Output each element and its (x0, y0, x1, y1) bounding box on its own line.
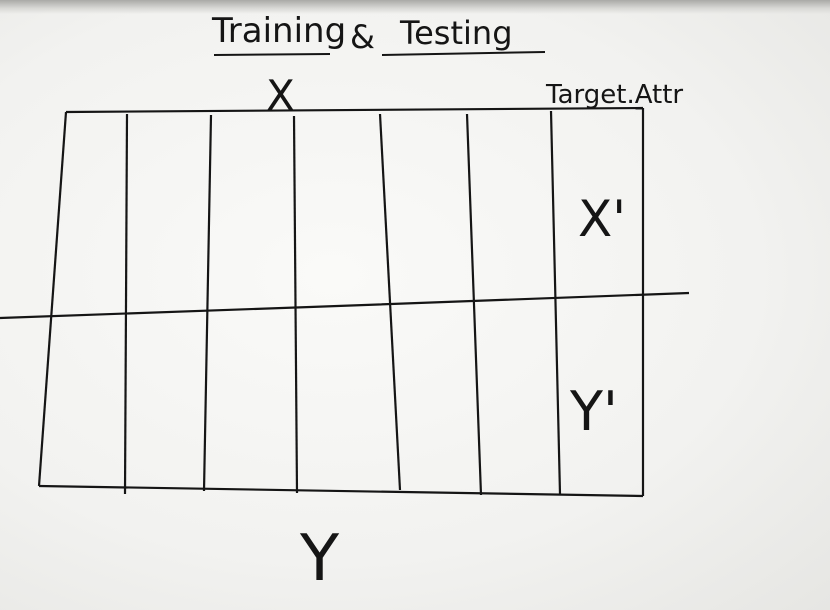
target-y-label: Y (299, 522, 340, 596)
x-prime-label: X' (578, 190, 626, 248)
title-testing: Testing (399, 14, 513, 52)
target-attr-label: Target.Attr (545, 80, 683, 110)
title-underline-left (213, 53, 331, 56)
column-divider (378, 113, 402, 491)
table-left-border (37, 111, 68, 487)
y-prime-label: Y' (569, 380, 618, 443)
column-divider (465, 113, 483, 496)
table-top-border (65, 106, 644, 114)
feature-label-x: X (266, 71, 295, 120)
column-divider (292, 115, 299, 494)
train-test-split-line (0, 291, 690, 320)
column-divider (202, 114, 213, 492)
title-training: Training (211, 11, 346, 51)
title-ampersand: & (350, 18, 375, 56)
title-underline-right (381, 51, 546, 56)
board-frame-top (0, 0, 830, 14)
table-bottom-border (38, 484, 644, 498)
column-divider (123, 113, 129, 495)
target-column-divider (549, 110, 562, 495)
